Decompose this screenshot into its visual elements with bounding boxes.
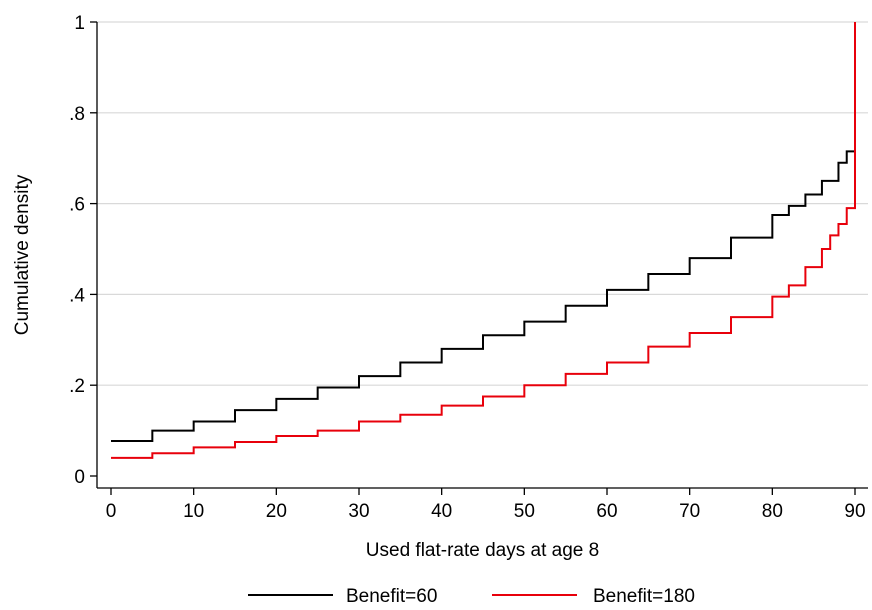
y-tick-label: .4: [69, 285, 85, 306]
x-axis-ticks: 0 10 20 30 40 50 60 70 80 90: [106, 488, 866, 522]
x-tick-label: 80: [762, 501, 783, 522]
x-tick-label: 60: [596, 501, 617, 522]
y-tick-label: .2: [69, 376, 85, 397]
x-tick-label: 10: [183, 501, 204, 522]
x-tick-label: 20: [266, 501, 287, 522]
legend-label-benefit-60: Benefit=60: [346, 586, 437, 607]
x-tick-label: 30: [348, 501, 369, 522]
x-tick-label: 0: [106, 501, 117, 522]
y-tick-label: .6: [69, 195, 85, 216]
y-axis-ticks: 0 .2 .4 .6 .8 1: [69, 13, 97, 488]
y-tick-label: 1: [74, 13, 85, 34]
x-axis-title: Used flat-rate days at age 8: [366, 540, 599, 561]
legend: Benefit=60 Benefit=180: [248, 586, 695, 607]
series-line-benefit-60: [111, 140, 856, 443]
x-tick-label: 70: [679, 501, 700, 522]
y-axis-title: Cumulative density: [12, 174, 33, 335]
y-tick-label: .8: [69, 104, 85, 125]
grid-lines: [97, 21, 868, 386]
legend-label-benefit-180: Benefit=180: [593, 586, 695, 607]
series-line-benefit-180: [111, 22, 856, 459]
y-tick-label: 0: [74, 467, 85, 488]
x-tick-label: 50: [514, 501, 535, 522]
x-tick-label: 90: [844, 501, 865, 522]
x-tick-label: 40: [431, 501, 452, 522]
series-layer: [111, 22, 856, 459]
axes: [96, 22, 868, 489]
